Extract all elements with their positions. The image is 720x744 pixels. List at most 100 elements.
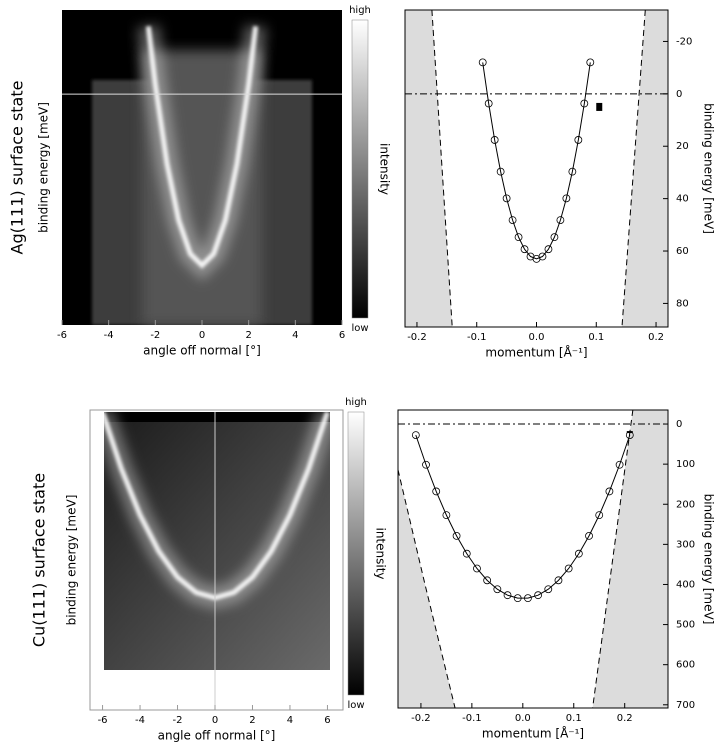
data-point <box>595 511 604 520</box>
data-point <box>574 136 583 144</box>
data-point <box>452 531 461 540</box>
x-tick-label: 6 <box>324 715 330 726</box>
y-axis-label: binding energy [meV] <box>65 495 79 626</box>
x-tick-label: 2 <box>249 715 255 726</box>
colorbar-low: low <box>347 700 364 711</box>
y-tick-label: 0 <box>676 89 682 100</box>
data-point <box>544 585 553 594</box>
continuum-edge <box>431 9 453 328</box>
y-axis-label: binding energy [meV] <box>702 103 716 234</box>
data-point <box>574 549 583 558</box>
map-background <box>104 412 330 670</box>
continuum-edge <box>621 9 646 328</box>
y-tick-label: 500 <box>676 620 695 631</box>
data-point <box>585 531 593 540</box>
data-point <box>615 460 624 469</box>
x-tick-label: 0.0 <box>515 713 531 724</box>
data-point <box>483 576 492 585</box>
x-tick-label: -0.1 <box>467 332 487 343</box>
fit-curve <box>482 62 591 260</box>
y-tick-label: 60 <box>676 246 689 257</box>
data-point <box>490 136 499 144</box>
continuum-edge <box>592 409 634 709</box>
colorbar <box>351 19 369 319</box>
continuum-region <box>592 410 668 708</box>
continuum-region <box>405 10 453 327</box>
data-point <box>580 99 589 108</box>
map-top-noise <box>104 412 330 422</box>
x-axis-label: angle off normal [°] <box>158 729 276 743</box>
x-tick-label: 0.1 <box>588 332 604 343</box>
data-point <box>544 245 553 254</box>
row-label: Ag(111) surface state <box>8 81 27 255</box>
x-tick-label: 2 <box>245 330 251 341</box>
y-tick-label: 40 <box>676 194 689 205</box>
data-point <box>554 576 563 585</box>
data-point <box>493 585 502 594</box>
colorbar <box>347 411 365 696</box>
data-point <box>538 252 547 261</box>
x-tick-label: -2 <box>150 330 160 341</box>
y-tick-label: 200 <box>676 499 695 510</box>
x-tick-label: 0.1 <box>566 713 582 724</box>
y-tick-label: 80 <box>676 298 689 309</box>
y-axis-label: binding energy [meV] <box>37 102 51 233</box>
data-point <box>513 594 522 603</box>
data-point <box>478 58 487 67</box>
data-point <box>502 194 511 203</box>
data-point <box>524 594 532 603</box>
plot-frame <box>89 409 344 711</box>
x-tick-label: -0.2 <box>411 713 431 724</box>
continuum-region <box>621 10 668 327</box>
data-point <box>422 460 430 469</box>
resolution-marker <box>626 431 633 434</box>
x-tick-label: -2 <box>173 715 183 726</box>
data-point <box>442 511 451 520</box>
x-tick-label: 4 <box>292 330 298 341</box>
plot-frame <box>397 409 669 709</box>
data-point <box>496 167 505 176</box>
data-point <box>556 216 565 225</box>
x-tick-label: -6 <box>57 330 67 341</box>
y-tick-label: 0 <box>676 419 682 430</box>
x-tick-label: -4 <box>135 715 145 726</box>
data-point <box>534 591 542 600</box>
y-tick-label: 600 <box>676 660 695 671</box>
resolution-marker <box>596 102 603 111</box>
data-point <box>462 549 471 558</box>
y-tick-label: 400 <box>676 579 695 590</box>
x-tick-label: 0.2 <box>648 332 664 343</box>
continuum-edge <box>397 469 456 709</box>
x-tick-label: 0 <box>199 330 205 341</box>
x-tick-label: -0.2 <box>407 332 427 343</box>
y-tick-label: -20 <box>676 36 692 47</box>
continuum-region <box>398 469 456 708</box>
data-point <box>550 233 559 242</box>
data-point <box>484 99 493 108</box>
colorbar-label: intensity <box>374 527 388 579</box>
x-tick-label: 6 <box>339 330 345 341</box>
intensity-ridge <box>145 25 259 269</box>
data-point <box>473 564 481 573</box>
y-tick-label: 300 <box>676 539 695 550</box>
x-tick-label: 0.0 <box>529 332 545 343</box>
colorbar-low: low <box>351 323 368 334</box>
x-tick-label: 0.2 <box>617 713 633 724</box>
data-point <box>514 233 523 242</box>
x-axis-label: momentum [Å⁻¹] <box>482 726 584 741</box>
x-axis-label: angle off normal [°] <box>143 344 261 358</box>
y-tick-label: 100 <box>676 459 695 470</box>
data-point <box>520 245 529 254</box>
data-point <box>432 487 441 496</box>
data-point <box>564 564 573 573</box>
data-point <box>508 216 517 225</box>
intensity-map <box>62 10 342 325</box>
intensity-map <box>104 412 330 670</box>
x-tick-label: 4 <box>287 715 293 726</box>
x-axis-label: momentum [Å⁻¹] <box>485 345 587 360</box>
y-axis-label: binding energy [meV] <box>702 494 716 625</box>
colorbar-high: high <box>349 5 371 16</box>
x-tick-label: 0 <box>212 715 218 726</box>
data-point <box>605 487 614 496</box>
